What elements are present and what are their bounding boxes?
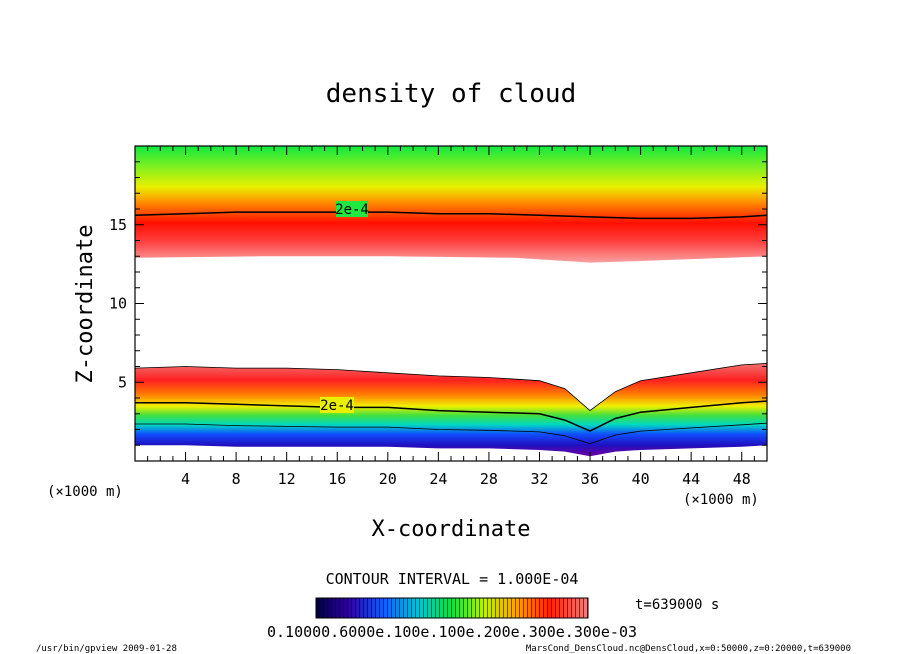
contour-label-bg-upper <box>336 201 368 217</box>
x-tick-label: 36 <box>581 470 599 488</box>
contour-label-upper: 2e-4 <box>335 202 369 218</box>
upper-cloud-layer <box>135 146 767 263</box>
y-tick-label: 10 <box>109 295 127 313</box>
x-tick-label: 32 <box>530 470 548 488</box>
upper-contour-line <box>135 211 767 220</box>
contour-interval-label: CONTOUR INTERVAL = 1.000E-04 <box>326 570 579 588</box>
lower-layer-edge <box>135 363 767 412</box>
colorbar-stripes <box>316 598 588 618</box>
x-tick-label: 44 <box>682 470 700 488</box>
y-axis-ticks: 5 10 15 <box>109 161 767 446</box>
x-tick-label: 48 <box>733 470 751 488</box>
footer-left: /usr/bin/gpview 2009-01-28 <box>36 644 177 654</box>
x-tick-label: 20 <box>379 470 397 488</box>
x-tick-label: 24 <box>429 470 447 488</box>
x-tick-label: 12 <box>278 470 296 488</box>
y-tick-label: 5 <box>118 373 127 391</box>
x-axis-ticks: 4 8 12 16 20 24 28 32 36 40 44 48 <box>147 146 755 488</box>
x-tick-label: 8 <box>232 470 241 488</box>
x-tick-label: 4 <box>181 470 190 488</box>
y-axis-label: Z-coordinate <box>73 225 98 384</box>
y-tick-label: 15 <box>109 216 127 234</box>
x-axis-unit-right: (×1000 m) <box>683 492 759 508</box>
contour-label-bg-lower <box>320 397 354 413</box>
x-tick-label: 40 <box>632 470 650 488</box>
footer-right: MarsCond_DensCloud.nc@DensCloud,x=0:5000… <box>526 644 851 654</box>
x-axis-label: X-coordinate <box>372 517 531 542</box>
lower-cloud-layer <box>135 363 767 457</box>
lower-contour-line <box>135 400 767 432</box>
chart-title: density of cloud <box>326 79 576 109</box>
colorbar-labels: 0.10000.6000e.100e.100e.200e.300e.300e-0… <box>267 623 637 641</box>
x-axis-unit-left: (×1000 m) <box>47 484 123 500</box>
x-tick-label: 28 <box>480 470 498 488</box>
contour-label-lower: 2e-4 <box>320 398 354 414</box>
lower-inner-contour <box>135 422 767 445</box>
x-tick-label: 16 <box>328 470 346 488</box>
time-label: t=639000 s <box>635 597 719 613</box>
